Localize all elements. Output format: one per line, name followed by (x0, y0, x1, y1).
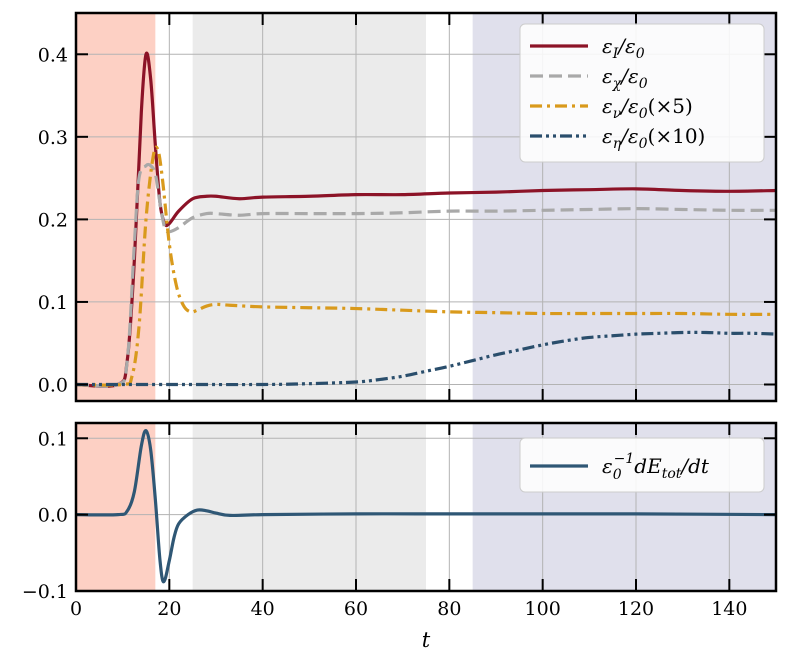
y-tick-label: 0.0 (38, 505, 68, 527)
legend-label: εχ/ε0 (602, 64, 648, 92)
legend-box (519, 23, 765, 163)
x-tick-label: 100 (525, 598, 561, 620)
x-axis-label: t (422, 628, 431, 652)
x-tick-label: 140 (711, 598, 747, 620)
series-line (76, 162, 776, 388)
series-line (76, 330, 776, 387)
axes-frame (74, 421, 778, 593)
legend-box (519, 437, 765, 493)
series-line (76, 51, 776, 388)
y-tick-label: 0.2 (38, 209, 68, 231)
x-tick-label: 60 (344, 598, 368, 620)
shaded-region (192, 423, 426, 591)
axes-frame (74, 11, 778, 403)
y-tick-label: −0.1 (22, 581, 68, 603)
series-line (76, 429, 776, 584)
y-tick-label: 0.4 (38, 44, 68, 66)
y-tick-label: 0.0 (38, 374, 68, 396)
x-tick-label: 0 (70, 598, 82, 620)
x-tick-label: 80 (437, 598, 461, 620)
y-tick-label: 0.1 (38, 428, 68, 450)
legend-label: εν/ε0(×5) (602, 94, 693, 122)
legend-label: εη/ε0(×10) (602, 124, 705, 152)
series-line (76, 145, 776, 387)
x-tick-label: 120 (618, 598, 654, 620)
x-tick-label: 20 (157, 598, 181, 620)
upper-panel: 0.0 0.1 0.2 0.3 0.4 εI/ε0εχ/ε0εν/ε0(×5)εη/ε0(… (38, 11, 778, 403)
legend-label: ε0−1dEtot/dt (602, 451, 710, 483)
x-tick-label: 40 (251, 598, 275, 620)
legend-label: εI/ε0 (602, 34, 645, 62)
y-tick-label: 0.1 (38, 292, 68, 314)
lower-panel: −0.1 0.0 0.1 0 20 40 60 80 100 120 140 t ε0−1dEtot/d… (22, 421, 778, 652)
y-tick-label: 0.3 (38, 127, 68, 149)
shaded-region (76, 423, 156, 591)
shaded-region (192, 13, 426, 401)
